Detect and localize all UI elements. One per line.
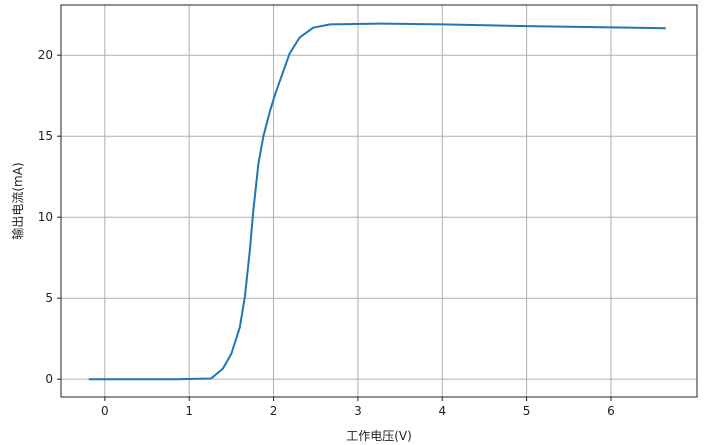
- series: [88, 22, 666, 381]
- series-line: [88, 22, 666, 381]
- plot-frame: [60, 4, 698, 398]
- y-tick-label: 5: [45, 291, 53, 305]
- x-tick-label: 3: [354, 404, 362, 418]
- y-tick-label: 15: [38, 129, 53, 143]
- x-tick-label: 5: [523, 404, 531, 418]
- ticks: 0 1 2 3 4 5 6 0 5 10 15 20: [38, 48, 615, 418]
- x-tick-label: 6: [607, 404, 615, 418]
- x-tick-label: 0: [101, 404, 109, 418]
- y-axis-label: 输出电流(mA): [10, 162, 25, 239]
- x-axis-label: 工作电压(V): [346, 429, 412, 443]
- grid: [61, 5, 697, 397]
- y-tick-label: 10: [38, 210, 53, 224]
- x-tick-label: 1: [185, 404, 193, 418]
- y-tick-label: 0: [45, 372, 53, 386]
- y-tick-label: 20: [38, 48, 53, 62]
- x-tick-label: 2: [270, 404, 278, 418]
- x-tick-label: 4: [438, 404, 446, 418]
